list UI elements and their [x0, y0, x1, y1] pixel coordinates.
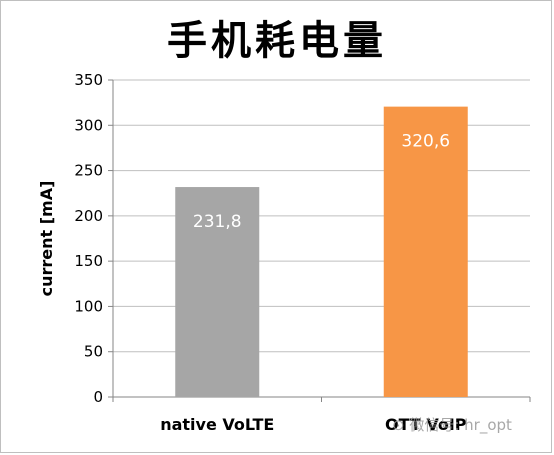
- bars: [175, 106, 468, 398]
- data-label-0: 231,8: [193, 212, 242, 232]
- category-labels: native VoLTE OTT VoIP: [160, 415, 467, 434]
- y-tick-label: 0: [93, 388, 103, 406]
- wechat-icon: ⊙: [392, 416, 410, 434]
- watermark-text: 微信号: hr_opt: [409, 416, 512, 434]
- category-label-1: OTT VoIP: [385, 415, 467, 434]
- y-tick-label: 250: [74, 162, 103, 180]
- bar-0: [175, 187, 260, 397]
- watermark: ⊙ 微信号: hr_opt: [392, 414, 512, 435]
- y-tick-label: 50: [84, 343, 103, 361]
- category-label-0: native VoLTE: [160, 415, 274, 434]
- y-tick-label: 350: [74, 71, 103, 89]
- data-label-1: 320,6: [401, 132, 450, 152]
- bar-1: [383, 106, 468, 398]
- data-labels: 231,8 320,6: [193, 132, 450, 232]
- y-tick-label: 300: [74, 116, 103, 134]
- y-tick-label: 200: [74, 207, 103, 225]
- y-tick-label: 100: [74, 297, 103, 315]
- y-tick-labels: 0 50 100 150 200 250 300 350: [74, 71, 103, 406]
- chart-title: 手机耗电量: [167, 18, 387, 64]
- y-axis-title: current [mA]: [37, 181, 56, 297]
- y-tick-label: 150: [74, 252, 103, 270]
